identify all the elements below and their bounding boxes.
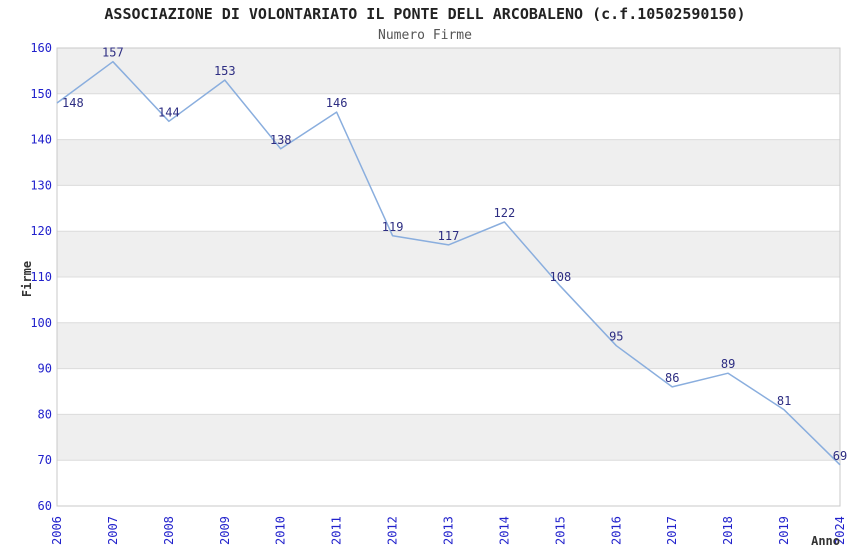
x-tick-label: 2006 [50, 516, 64, 545]
x-tick-label: 2024 [833, 516, 847, 545]
y-axis-title: Firme [20, 261, 34, 297]
data-point-label: 95 [609, 330, 623, 344]
x-tick-label: 2011 [330, 516, 344, 545]
x-tick-label: 2019 [777, 516, 791, 545]
y-tick-label: 80 [38, 407, 52, 421]
plot-band [57, 48, 840, 94]
y-tick-label: 90 [38, 362, 52, 376]
x-tick-label: 2015 [553, 516, 567, 545]
data-point-label: 86 [665, 371, 679, 385]
y-tick-label: 100 [30, 316, 52, 330]
data-point-label: 146 [326, 96, 348, 110]
x-tick-label: 2010 [274, 516, 288, 545]
y-tick-label: 120 [30, 224, 52, 238]
data-point-label: 69 [833, 449, 847, 463]
plot-band [57, 414, 840, 461]
plot-border [56, 47, 841, 507]
y-tick-label: 130 [30, 178, 52, 192]
plot-band [57, 139, 840, 186]
plot-band [57, 231, 840, 277]
data-line [56, 60, 841, 466]
x-tick-label: 2012 [386, 516, 400, 545]
x-tick-label: 2017 [665, 516, 679, 545]
data-point-label: 119 [382, 220, 404, 234]
x-tick-label: 2008 [162, 516, 176, 545]
data-point-label: 157 [102, 46, 124, 60]
chart-title: ASSOCIAZIONE DI VOLONTARIATO IL PONTE DE… [104, 5, 746, 23]
y-tick-label: 110 [30, 270, 52, 284]
x-tick-label: 2016 [609, 516, 623, 545]
y-tick-label: 60 [38, 499, 52, 513]
x-tick-label: 2014 [497, 516, 511, 545]
data-point-label: 153 [214, 64, 236, 78]
x-tick-label: 2009 [218, 516, 232, 545]
x-tick-label: 2007 [106, 516, 120, 545]
x-tick-label: 2018 [721, 516, 735, 545]
data-point-label: 138 [270, 133, 292, 147]
x-axis-title: Anno [811, 534, 840, 548]
data-point-label: 148 [62, 96, 84, 110]
y-tick-label: 150 [30, 87, 52, 101]
y-tick-label: 70 [38, 453, 52, 467]
data-point-label: 144 [158, 105, 180, 119]
data-point-label: 89 [721, 357, 735, 371]
plot-band [57, 322, 840, 369]
y-tick-label: 140 [30, 133, 52, 147]
y-tick-label: 160 [30, 41, 52, 55]
data-point-label: 117 [438, 229, 460, 243]
data-point-label: 122 [494, 206, 516, 220]
x-tick-label: 2013 [442, 516, 456, 545]
chart-subtitle: Numero Firme [378, 28, 472, 43]
data-point-label: 81 [777, 394, 791, 408]
data-point-label: 108 [550, 270, 572, 284]
